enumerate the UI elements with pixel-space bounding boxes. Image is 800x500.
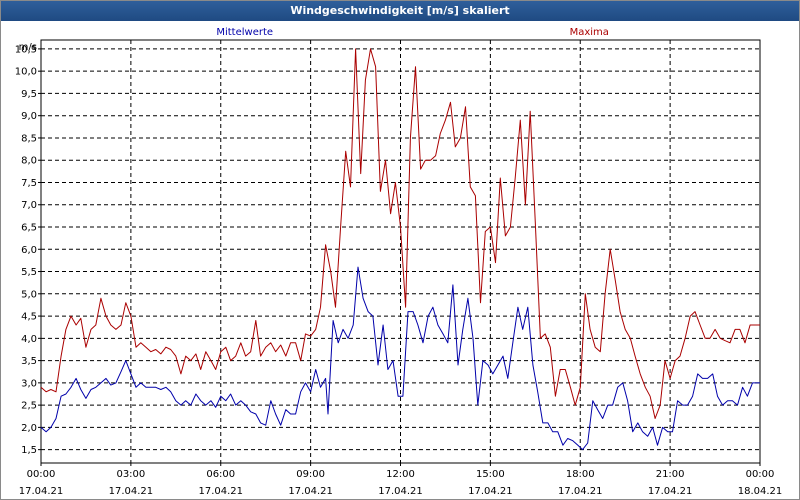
series-line-mittelwerte bbox=[40, 266, 760, 451]
series-line-maxima bbox=[40, 48, 760, 419]
window-title: Windgeschwindigkeit [m/s] skaliert bbox=[1, 1, 799, 21]
y-tick-label: 8,0 bbox=[21, 156, 37, 167]
x-tick-time-label: 03:00 bbox=[116, 469, 145, 480]
y-tick-label: 6,5 bbox=[21, 223, 37, 234]
y-tick-label: 6,0 bbox=[21, 245, 37, 256]
y-tick-label: 2,0 bbox=[21, 423, 37, 434]
y-tick-label: 4,5 bbox=[21, 312, 37, 323]
x-tick-time-label: 18:00 bbox=[566, 469, 595, 480]
y-tick-label: 3,5 bbox=[21, 356, 37, 367]
x-tick-date-label: 17.04.21 bbox=[378, 486, 423, 497]
x-tick-date-label: 17.04.21 bbox=[198, 486, 243, 497]
x-tick-time-label: 06:00 bbox=[206, 469, 235, 480]
y-tick-label: 7,5 bbox=[21, 178, 37, 189]
legend-entry-maxima: Maxima bbox=[570, 27, 609, 38]
x-tick-date-label: 17.04.21 bbox=[648, 486, 693, 497]
y-tick-label: 9,5 bbox=[21, 89, 37, 100]
series-lines bbox=[40, 48, 760, 451]
y-tick-label: 7,0 bbox=[21, 200, 37, 211]
y-tick-label: 10,5 bbox=[15, 44, 37, 55]
y-tick-label: 3,0 bbox=[21, 378, 37, 389]
x-tick-time-label: 12:00 bbox=[386, 469, 415, 480]
y-unit-label: m/s bbox=[19, 42, 37, 53]
x-tick-date-label: 17.04.21 bbox=[109, 486, 154, 497]
x-tick-date-label: 18.04.21 bbox=[738, 486, 783, 497]
y-tick-label: 5,0 bbox=[21, 289, 37, 300]
y-axis: 1,5 2,0 2,5 3,0 3,5 4,0 4,5 5,0 5,5 6,0 6,5 7,0 7,5 8… bbox=[15, 42, 41, 456]
x-tick-time-label: 09:00 bbox=[296, 469, 325, 480]
legend: Mittelwerte Maxima bbox=[216, 27, 609, 38]
y-tick-label: 5,5 bbox=[21, 267, 37, 278]
y-tick-label: 8,5 bbox=[21, 133, 37, 144]
grid-lines bbox=[41, 40, 760, 463]
x-axis: 00:00 17.04.21 03:00 17.04.21 06:00 17.04.21 0… bbox=[19, 463, 783, 497]
x-tick-date-label: 17.04.21 bbox=[468, 486, 513, 497]
x-tick-time-label: 00:00 bbox=[746, 469, 775, 480]
x-tick-time-label: 21:00 bbox=[656, 469, 685, 480]
legend-entry-mittelwerte: Mittelwerte bbox=[216, 27, 273, 38]
x-tick-date-label: 17.04.21 bbox=[288, 486, 333, 497]
x-tick-date-label: 17.04.21 bbox=[19, 486, 64, 497]
y-tick-label: 1,5 bbox=[21, 445, 37, 456]
y-tick-label: 9,0 bbox=[21, 111, 37, 122]
y-tick-label: 2,5 bbox=[21, 401, 37, 412]
x-tick-date-label: 17.04.21 bbox=[558, 486, 603, 497]
y-tick-label: 4,0 bbox=[21, 334, 37, 345]
x-tick-time-label: 00:00 bbox=[27, 469, 56, 480]
y-tick-label: 10,0 bbox=[15, 67, 37, 78]
x-tick-time-label: 15:00 bbox=[476, 469, 505, 480]
